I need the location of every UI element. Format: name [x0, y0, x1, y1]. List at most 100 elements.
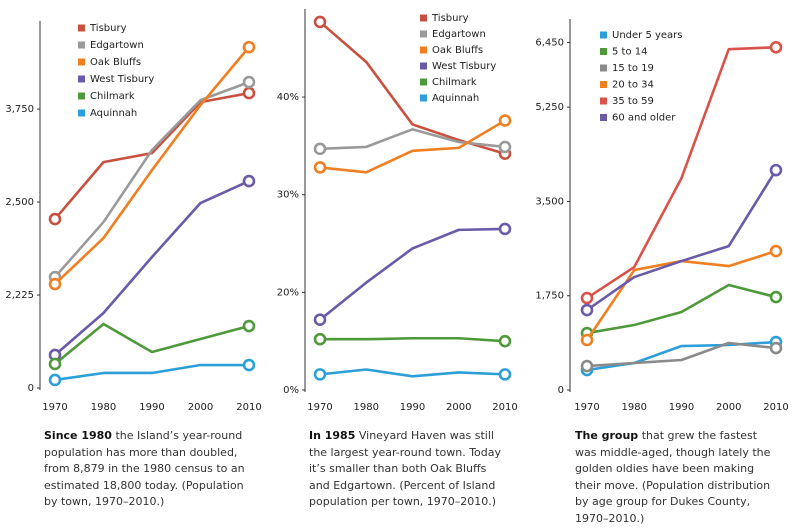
x-tick-label: 1980 — [622, 402, 647, 413]
caption-text: the Island’s year-round population has m… — [44, 429, 245, 508]
x-tick-label: 1980 — [91, 402, 116, 413]
series-line — [54, 179, 250, 356]
caption-text: that grew the fastest was middle-aged, t… — [575, 429, 771, 525]
legend-label: West Tisbury — [432, 61, 496, 72]
y-tick-label: 3,750 — [5, 104, 34, 115]
caption: The group that grew the fastest was midd… — [575, 428, 780, 527]
series-line — [586, 283, 777, 335]
end-marker — [242, 174, 256, 188]
legend-label: Aquinnah — [90, 108, 137, 119]
legend-swatch — [78, 24, 85, 32]
caption: In 1985 Vineyard Haven was still the lar… — [309, 428, 509, 511]
end-marker — [242, 358, 256, 372]
legend-label: Edgartown — [432, 29, 486, 40]
x-tick-label: 1990 — [669, 402, 694, 413]
y-tick-label: 0 — [558, 385, 564, 396]
x-tick-label: 1990 — [400, 402, 425, 413]
series-line — [586, 46, 777, 300]
end-marker — [313, 313, 327, 327]
series-line — [54, 322, 250, 365]
legend-label: Chilmark — [432, 77, 477, 88]
series-line — [54, 80, 250, 278]
end-marker — [313, 368, 327, 381]
end-marker — [48, 373, 62, 387]
end-marker — [313, 142, 327, 156]
y-tick-label: 5,250 — [535, 102, 564, 113]
legend-label: Chilmark — [90, 91, 135, 102]
end-marker — [580, 303, 594, 317]
end-marker — [498, 368, 512, 381]
end-marker — [769, 244, 783, 258]
legend-swatch — [420, 78, 427, 86]
x-tick-label: 1970 — [42, 402, 67, 413]
y-tick-label: 2,225 — [5, 290, 34, 301]
legend-swatch — [420, 62, 427, 70]
legend-swatch — [420, 30, 427, 38]
x-tick-label: 2000 — [446, 402, 471, 413]
y-tick-label: 0% — [283, 385, 299, 396]
series-line — [586, 169, 778, 312]
end-marker — [769, 290, 783, 304]
legend-label: 20 to 34 — [612, 80, 654, 91]
legend-label: Aquinnah — [432, 93, 479, 104]
caption-lead: Since 1980 — [44, 429, 112, 442]
end-marker — [580, 359, 594, 373]
legend-swatch — [600, 114, 607, 121]
legend-label: 60 and older — [612, 113, 676, 124]
x-tick-label: 1970 — [574, 402, 599, 413]
series-line — [54, 91, 250, 220]
legend-swatch — [600, 48, 607, 55]
end-marker — [769, 41, 783, 54]
legend-swatch — [600, 81, 607, 88]
end-marker — [242, 86, 256, 100]
y-tick-label: 6,450 — [535, 37, 564, 48]
end-marker — [580, 333, 594, 347]
legend-swatch — [78, 41, 85, 49]
x-tick-label: 1980 — [354, 402, 379, 413]
y-tick-label: 2,500 — [5, 197, 34, 208]
end-marker — [498, 334, 512, 348]
caption-lead: The group — [575, 429, 639, 442]
legend-swatch — [78, 109, 85, 117]
x-tick-label: 2010 — [492, 402, 517, 413]
legend-label: 15 to 19 — [612, 63, 654, 74]
y-tick-label: 3,500 — [535, 196, 564, 207]
y-tick-label: 1,750 — [535, 291, 564, 302]
legend-label: Under 5 years — [612, 30, 683, 41]
end-marker — [48, 277, 62, 291]
x-tick-label: 1990 — [139, 402, 164, 413]
end-marker — [242, 75, 256, 89]
legend-label: Oak Bluffs — [90, 57, 141, 68]
legend-swatch — [78, 75, 85, 83]
x-tick-label: 2010 — [236, 402, 261, 413]
caption: Since 1980 the Island’s year-round popul… — [44, 428, 254, 511]
legend-label: 35 to 59 — [612, 96, 654, 107]
legend-label: Tisbury — [89, 23, 127, 34]
end-marker — [769, 163, 783, 177]
charts: 0 2,225 2,500 3,750 1970 1980 1990 2000 2010 Tisb… — [5, 9, 789, 413]
end-marker — [313, 332, 327, 346]
end-marker — [242, 40, 256, 54]
caption-text: Vineyard Haven was still the largest yea… — [309, 429, 502, 508]
end-marker — [48, 212, 62, 226]
x-tick-label: 2010 — [763, 402, 788, 413]
series-line — [54, 363, 249, 382]
y-tick-label: 40% — [277, 92, 299, 103]
end-marker — [498, 114, 512, 127]
series-line — [319, 227, 506, 321]
y-tick-label: 0 — [28, 383, 34, 394]
legend-label: Oak Bluffs — [432, 45, 483, 56]
legend-swatch — [600, 97, 607, 105]
legend-swatch — [420, 14, 427, 22]
y-tick-label: 20% — [277, 287, 299, 298]
legend-label: Edgartown — [90, 40, 144, 51]
end-marker — [313, 15, 327, 29]
series-line — [319, 128, 506, 151]
legend-label: Tisbury — [431, 13, 469, 24]
x-tick-label: 2000 — [716, 402, 741, 413]
legend-swatch — [600, 64, 607, 72]
end-marker — [48, 357, 62, 371]
end-marker — [498, 140, 512, 154]
end-marker — [498, 222, 512, 236]
